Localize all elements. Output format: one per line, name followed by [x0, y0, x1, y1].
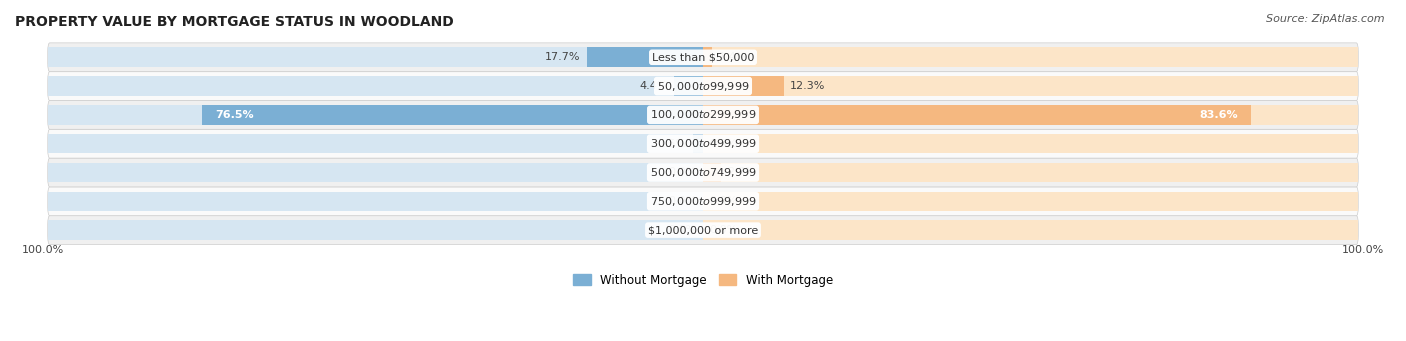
Bar [673, 76, 703, 96]
Bar [703, 134, 1358, 153]
Text: 83.6%: 83.6% [1199, 110, 1237, 120]
Bar [48, 47, 703, 67]
Bar [703, 47, 1358, 67]
Text: 0.0%: 0.0% [710, 225, 738, 235]
Text: PROPERTY VALUE BY MORTGAGE STATUS IN WOODLAND: PROPERTY VALUE BY MORTGAGE STATUS IN WOO… [15, 15, 454, 29]
Text: 100.0%: 100.0% [1343, 244, 1385, 255]
Bar [201, 105, 703, 125]
Text: $100,000 to $299,999: $100,000 to $299,999 [650, 108, 756, 121]
Text: 17.7%: 17.7% [546, 52, 581, 62]
FancyBboxPatch shape [48, 43, 1358, 72]
Bar [703, 76, 1358, 96]
FancyBboxPatch shape [48, 129, 1358, 158]
FancyBboxPatch shape [48, 158, 1358, 187]
Text: 12.3%: 12.3% [790, 81, 825, 91]
Text: 100.0%: 100.0% [21, 244, 63, 255]
Legend: Without Mortgage, With Mortgage: Without Mortgage, With Mortgage [568, 269, 838, 291]
Bar [48, 220, 703, 240]
Text: $50,000 to $99,999: $50,000 to $99,999 [657, 79, 749, 92]
FancyBboxPatch shape [48, 187, 1358, 216]
Text: 76.5%: 76.5% [215, 110, 253, 120]
FancyBboxPatch shape [48, 216, 1358, 244]
Bar [48, 163, 703, 182]
Text: 0.0%: 0.0% [710, 139, 738, 149]
FancyBboxPatch shape [48, 101, 1358, 129]
Bar [48, 105, 703, 125]
Bar [48, 192, 703, 211]
Bar [703, 76, 783, 96]
Text: $300,000 to $499,999: $300,000 to $499,999 [650, 137, 756, 150]
Bar [48, 134, 703, 153]
Text: 0.0%: 0.0% [668, 225, 696, 235]
Text: $1,000,000 or more: $1,000,000 or more [648, 225, 758, 235]
Bar [703, 163, 721, 182]
Bar [48, 76, 703, 96]
Text: 1.5%: 1.5% [658, 139, 686, 149]
Text: 1.4%: 1.4% [718, 52, 747, 62]
Text: Source: ZipAtlas.com: Source: ZipAtlas.com [1267, 14, 1385, 24]
Bar [703, 192, 1358, 211]
Text: 0.0%: 0.0% [710, 196, 738, 206]
FancyBboxPatch shape [48, 72, 1358, 101]
Text: 0.0%: 0.0% [668, 196, 696, 206]
Bar [693, 134, 703, 153]
Text: $500,000 to $749,999: $500,000 to $749,999 [650, 166, 756, 179]
Text: $750,000 to $999,999: $750,000 to $999,999 [650, 195, 756, 208]
Text: 4.4%: 4.4% [640, 81, 668, 91]
Bar [703, 220, 1358, 240]
Bar [703, 105, 1251, 125]
Bar [588, 47, 703, 67]
Text: Less than $50,000: Less than $50,000 [652, 52, 754, 62]
Bar [703, 105, 1358, 125]
Bar [703, 163, 1358, 182]
Bar [703, 47, 713, 67]
Text: 0.0%: 0.0% [668, 167, 696, 178]
Text: 2.7%: 2.7% [727, 167, 756, 178]
